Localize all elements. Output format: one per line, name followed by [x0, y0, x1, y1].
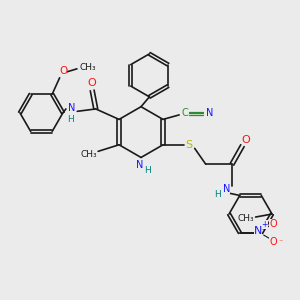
Text: N: N	[206, 108, 213, 118]
Text: O: O	[59, 66, 67, 76]
Text: CH₃: CH₃	[80, 150, 97, 159]
Text: N: N	[254, 226, 262, 236]
Text: N: N	[136, 160, 143, 170]
Text: O: O	[269, 237, 277, 247]
Text: +: +	[262, 220, 268, 229]
Text: H: H	[144, 166, 151, 175]
Text: N: N	[68, 103, 75, 113]
Text: H: H	[67, 115, 74, 124]
Text: S: S	[186, 140, 193, 150]
Text: C: C	[181, 108, 188, 118]
Text: O: O	[242, 135, 250, 145]
Text: ⁻: ⁻	[278, 237, 283, 246]
Text: O: O	[269, 219, 277, 229]
Text: H: H	[214, 190, 220, 199]
Text: N: N	[223, 184, 230, 194]
Text: CH₃: CH₃	[80, 63, 97, 72]
Text: O: O	[87, 78, 96, 88]
Text: CH₃: CH₃	[238, 214, 254, 223]
